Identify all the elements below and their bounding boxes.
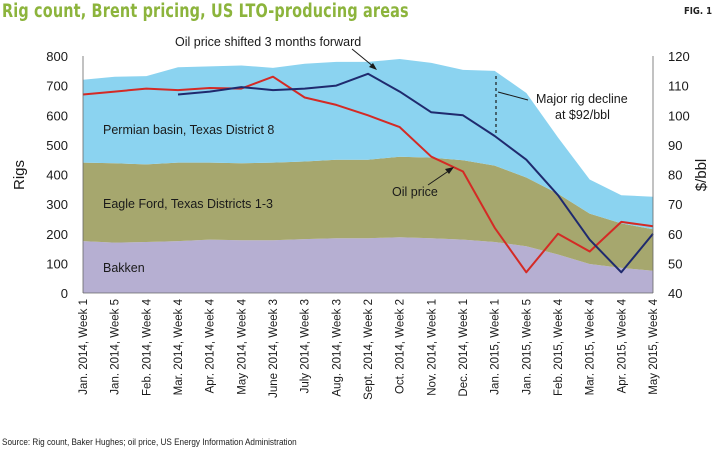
x-tick-label: Mar. 2015, Week 4 (585, 298, 597, 395)
left-tick-label: 300 (46, 197, 68, 212)
oil-price-annotation: Oil price (392, 185, 438, 199)
shifted-oil-price-line (177, 72, 654, 274)
x-tick-label: Jan. 2015, Week 1 (490, 299, 502, 395)
shifted-annotation-arrowhead (369, 63, 377, 70)
shifted-annotation-leader (351, 48, 375, 68)
x-tick-label: May 2014, Week 4 (236, 298, 248, 394)
x-tick-label: Dec. 2014, Week 1 (458, 299, 470, 397)
x-tick-label: Jan. 2015, Week 5 (521, 299, 533, 395)
eagle-ford-label: Eagle Ford, Texas Districts 1-3 (103, 197, 273, 211)
bakken-label: Bakken (103, 261, 145, 275)
oil-price-annotation-leader (427, 169, 451, 186)
right-tick-label: 110 (668, 79, 689, 94)
x-tick-label: Mar. 2014, Week 4 (173, 298, 185, 395)
right-tick-label: 50 (668, 256, 682, 271)
right-tick-label: 100 (668, 108, 690, 123)
right-tick-label: 40 (668, 286, 682, 301)
left-tick-label: 400 (46, 168, 68, 183)
rig-decline-annotation-line1: Major rig decline (536, 92, 628, 106)
x-tick-label: Nov. 2014, Week 1 (426, 299, 438, 396)
figure-label: FIG. 1 (683, 6, 712, 17)
left-tick-label: 500 (46, 138, 68, 153)
shifted-line-annotation: Oil price shifted 3 months forward (175, 35, 361, 49)
x-tick-label: Feb. 2015, Week 4 (553, 298, 565, 396)
left-tick-label: 600 (46, 108, 68, 123)
oil-price-annotation-arrowhead (445, 167, 454, 174)
x-tick-label: Apr. 2014, Week 4 (205, 298, 217, 393)
rig-decline-leader (497, 91, 529, 101)
x-tick-label: Jan. 2014, Week 1 (78, 299, 90, 395)
right-tick-label: 120 (668, 49, 690, 64)
right-tick-label: 80 (668, 168, 682, 183)
right-tick-label: 70 (668, 197, 682, 212)
x-tick-label: May 2015, Week 4 (648, 298, 660, 394)
x-tick-label: July 2014, Week 3 (300, 299, 312, 393)
x-tick-label: Aug. 2014, Week 3 (331, 299, 343, 397)
right-tick-label: 90 (668, 138, 682, 153)
permian-area (83, 58, 653, 230)
eagle-ford-area (83, 156, 653, 271)
x-tick-label: Oct. 2014, Week 2 (395, 299, 407, 394)
y-axis-title: Rigs (11, 160, 28, 190)
x-tick-label: Feb. 2014, Week 4 (141, 298, 153, 396)
left-tick-label: 100 (46, 256, 68, 271)
x-tick-label: June 2014, Week 3 (268, 299, 280, 398)
left-tick-label: 800 (46, 49, 68, 64)
left-tick-label: 200 (46, 227, 68, 242)
x-tick-label: Apr. 2015, Week 4 (616, 298, 628, 393)
permian-label: Permian basin, Texas District 8 (103, 123, 274, 137)
y2-axis-title: $/bbl (693, 159, 710, 192)
x-tick-label: Sept. 2014, Week 2 (363, 299, 375, 400)
rig-decline-annotation-line2: at $92/bbl (555, 108, 610, 122)
right-tick-label: 60 (668, 227, 682, 242)
x-tick-label: Jan. 2014, Week 5 (110, 299, 122, 395)
source-note: Source: Rig count, Baker Hughes; oil pri… (2, 437, 297, 448)
left-tick-label: 0 (61, 286, 68, 301)
chart-title: Rig count, Brent pricing, US LTO-produci… (2, 1, 409, 22)
left-tick-label: 700 (46, 79, 68, 94)
oil-price-line (82, 75, 654, 274)
